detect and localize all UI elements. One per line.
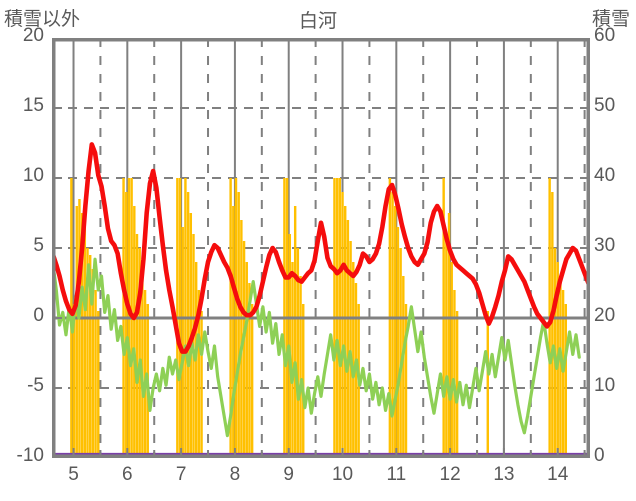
x-tick-13: 13 [493, 464, 515, 485]
y-tick-right-60: 60 [594, 25, 616, 46]
y-tick-left--10: -10 [16, 445, 44, 466]
x-tick-9: 9 [283, 464, 294, 485]
bar-32 [232, 206, 235, 458]
bar-66 [445, 234, 448, 458]
y-tick-right-0: 0 [594, 445, 605, 466]
plot-svg [52, 38, 590, 458]
bar-46 [299, 276, 302, 458]
y-tick-left--5: -5 [27, 375, 44, 396]
bar-5 [83, 227, 87, 458]
x-tick-8: 8 [229, 464, 241, 485]
bar-64 [404, 304, 408, 458]
bar-44 [293, 206, 297, 458]
bar-67 [447, 213, 451, 458]
bar-8 [91, 269, 95, 458]
bar-53 [346, 220, 350, 458]
bar-9 [94, 290, 97, 458]
y-tick-right-50: 50 [594, 95, 616, 116]
x-tick-6: 6 [122, 464, 133, 485]
bar-51 [341, 192, 344, 458]
bar-55 [352, 262, 355, 458]
y-tick-left-0: 0 [33, 305, 44, 326]
bar-15 [133, 206, 136, 458]
bar-29 [197, 290, 201, 458]
bar-37 [245, 262, 248, 458]
y-tick-right-20: 20 [594, 305, 616, 326]
bar-39 [250, 304, 254, 458]
bar-59 [391, 192, 394, 458]
bar-23 [181, 227, 184, 458]
bar-38 [248, 283, 251, 458]
bar-68 [450, 262, 453, 458]
bar-12 [125, 192, 128, 458]
y-tick-right-40: 40 [594, 165, 616, 186]
bar-6 [86, 248, 89, 458]
y-tick-right-10: 10 [594, 375, 616, 396]
bar-25 [186, 192, 190, 458]
x-tick-7: 7 [175, 464, 187, 485]
bar-62 [399, 248, 402, 458]
bar-76 [559, 276, 562, 458]
bar-73 [551, 192, 554, 458]
bar-63 [402, 276, 405, 458]
bar-7 [88, 255, 92, 458]
y-tick-left-15: 15 [22, 95, 44, 116]
plot-area [52, 38, 590, 458]
bar-36 [242, 241, 246, 458]
bar-3 [78, 199, 81, 458]
y-tick-right-30: 30 [594, 235, 616, 256]
bar-17 [138, 248, 141, 458]
red-line [52, 142, 590, 354]
y-tick-left-10: 10 [22, 165, 44, 186]
bar-78 [564, 304, 568, 458]
bar-10 [97, 311, 100, 458]
bar-34 [237, 192, 240, 458]
bar-16 [135, 234, 139, 458]
bar-69 [453, 290, 456, 458]
bar-60 [394, 206, 397, 458]
x-tick-10: 10 [331, 464, 354, 485]
x-tick-12: 12 [439, 464, 461, 485]
bar-71 [486, 311, 489, 458]
bar-61 [396, 227, 400, 458]
bar-30 [200, 311, 203, 458]
y-tick-left-20: 20 [22, 25, 44, 46]
bar-4 [80, 213, 84, 458]
right-axis-unit-label: 積雪 [591, 9, 630, 30]
bar-54 [349, 241, 352, 458]
x-tick-14: 14 [547, 464, 569, 485]
bar-45 [296, 248, 300, 458]
bar-2 [75, 206, 78, 458]
bar-1 [72, 304, 76, 458]
bar-70 [455, 311, 459, 458]
bar-18 [141, 269, 144, 458]
chart-title: 白河 [298, 11, 337, 32]
bar-35 [240, 220, 243, 458]
bar-52 [343, 206, 347, 458]
green-line [52, 257, 581, 438]
x-tick-11: 11 [386, 464, 407, 485]
x-tick-5: 5 [68, 464, 79, 485]
y-tick-left-5: 5 [33, 235, 44, 256]
bar-43 [291, 262, 294, 458]
bar-77 [561, 290, 565, 458]
left-axis-unit-label: 積雪以外 [4, 9, 81, 30]
